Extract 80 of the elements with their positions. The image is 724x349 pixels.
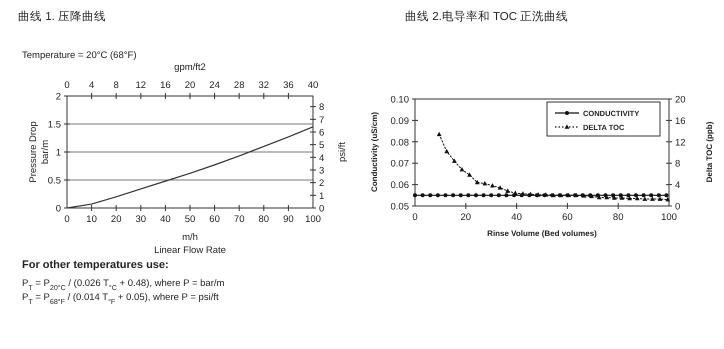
point xyxy=(658,196,663,201)
point xyxy=(490,183,495,188)
x2-tick-label: 4 xyxy=(88,80,94,91)
y2-tick-label: 2 xyxy=(319,178,324,190)
y2-axis-title: psi/ft xyxy=(337,142,348,162)
x-tick-label: 0 xyxy=(412,212,418,223)
text: P$_{T}$ = P$_{68°F}$ / (0.014 T$_{°F}$ + 0.05), where P = psi/ft xyxy=(22,292,219,306)
x-axis-title: m/h Linear Flow Rate xyxy=(154,232,226,256)
x-axis-title: Rinse Volume (Bed volumes) xyxy=(487,229,598,238)
y-tick-label: 0.08 xyxy=(390,137,409,148)
x-tick-label: 0 xyxy=(64,214,70,225)
text: P$_{T}$ = P$_{20°C}$ / (0.026 T$_{°C}$ + 0.48), where P = bar/m xyxy=(22,278,225,292)
x-tick-label: 20 xyxy=(460,212,472,223)
x-tick-label: 60 xyxy=(562,212,573,223)
x2-tick-label: 28 xyxy=(234,80,244,91)
y2-tick-label: 1 xyxy=(319,190,324,202)
x2-axis-title: gpm/ft2 xyxy=(174,62,206,73)
x2-tick-label: 16 xyxy=(160,80,171,91)
y-tick-label: 0.06 xyxy=(390,180,409,192)
text: Temperature = 20°C (68°F) xyxy=(22,50,137,61)
y2-tick-label: 20 xyxy=(675,94,686,106)
x2-tick-label: 8 xyxy=(114,80,119,91)
x-tick-label: 80 xyxy=(612,212,624,223)
x-tick-label: 60 xyxy=(209,214,220,225)
y-axis-title: Conductivity (uS/cm) xyxy=(370,112,379,192)
y-tick-label: 0.09 xyxy=(390,116,409,127)
x-tick-label: 20 xyxy=(110,214,122,225)
chart-title: 曲线 1. 压降曲线 xyxy=(18,10,106,23)
point xyxy=(498,185,502,190)
x2-tick-label: 32 xyxy=(258,80,270,91)
point xyxy=(452,158,457,163)
x2-tick-label: 20 xyxy=(184,80,196,91)
x-tick-label: 10 xyxy=(86,214,97,225)
y-tick-label: 0 xyxy=(56,204,61,214)
x2-tick-label: 36 xyxy=(283,80,294,91)
x-tick-label: 40 xyxy=(160,214,171,225)
x-tick-label: 40 xyxy=(511,212,522,223)
y-tick-label: 0.5 xyxy=(48,176,61,186)
y2-tick-label: 3 xyxy=(319,165,324,176)
y2-tick-label: 4 xyxy=(675,180,680,192)
y2-tick-label: 6 xyxy=(319,127,324,138)
point xyxy=(460,167,464,172)
x-tick-label: 50 xyxy=(184,214,196,225)
y2-tick-label: 5 xyxy=(319,140,324,152)
x2-tick-label: 0 xyxy=(64,80,70,91)
point xyxy=(665,196,670,202)
y-tick-label: 0.10 xyxy=(390,94,409,106)
point xyxy=(436,132,442,136)
x2-tick-label: 24 xyxy=(209,80,220,91)
x-tick-label: 100 xyxy=(305,214,321,225)
y2-tick-label: 0 xyxy=(319,204,324,214)
point xyxy=(650,196,655,201)
y-tick-label: 1.5 xyxy=(48,120,61,130)
x-tick-label: 80 xyxy=(258,214,270,225)
y2-tick-label: 0 xyxy=(675,202,680,212)
y2-tick-label: 7 xyxy=(319,114,324,126)
x-tick-label: 30 xyxy=(136,214,146,225)
y2-tick-label: 8 xyxy=(675,158,680,170)
x2-tick-label: 40 xyxy=(308,80,318,91)
y-tick-label: 0.05 xyxy=(390,202,409,212)
y2-axis-title: Delta TOC (ppb) xyxy=(705,121,714,182)
y2-tick-label: 12 xyxy=(675,137,686,148)
chart-title: 曲线 2.电导率和 TOC 正洗曲线 xyxy=(405,9,568,23)
point xyxy=(467,172,472,177)
y-tick-label: 1 xyxy=(56,148,61,158)
point xyxy=(642,196,648,201)
point xyxy=(505,188,510,193)
y-tick-label: 0.07 xyxy=(390,158,409,170)
y2-tick-label: 16 xyxy=(675,116,686,127)
x2-tick-label: 12 xyxy=(136,80,146,91)
y2-tick-label: 4 xyxy=(319,152,324,164)
point xyxy=(474,180,480,184)
x-tick-label: 70 xyxy=(234,214,244,225)
point xyxy=(444,148,450,154)
y2-tick-label: 8 xyxy=(319,102,324,114)
point xyxy=(482,180,488,186)
x-tick-label: 100 xyxy=(661,212,677,223)
y-tick-label: 2 xyxy=(56,92,61,102)
x-tick-label: 90 xyxy=(283,214,294,225)
text: For other temperatures use: xyxy=(22,259,169,271)
